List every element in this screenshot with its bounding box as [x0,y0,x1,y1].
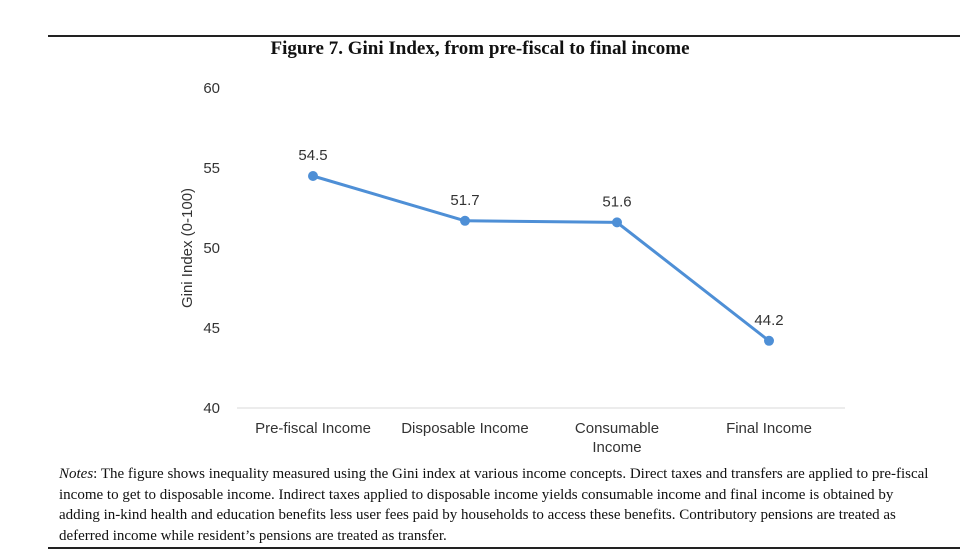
x-tick-label: Income [592,439,641,456]
data-point [308,171,318,181]
x-tick-label: Disposable Income [401,420,529,437]
figure-title: Figure 7. Gini Index, from pre-fiscal to… [270,38,690,59]
y-tick-label: 60 [203,80,220,97]
y-tick-label: 45 [203,320,220,337]
notes-text: : The figure shows inequality measured u… [59,466,929,544]
top-rule [48,35,960,37]
x-tick-label: Pre-fiscal Income [255,420,371,437]
x-tick-label: Consumable [575,420,659,437]
data-point [612,217,622,228]
data-point [764,335,774,346]
data-label: 44.2 [754,312,783,329]
data-point [460,215,470,226]
y-tick-label: 50 [203,240,220,257]
y-axis-label: Gini Index (0-100) [179,188,196,308]
y-tick-label: 40 [203,400,220,417]
series-line [312,174,770,342]
notes-label: Notes [59,466,94,482]
x-tick-label: Final Income [726,420,812,437]
data-label: 51.6 [602,193,631,210]
figure-notes: Notes: The figure shows inequality measu… [59,464,929,546]
data-label: 51.7 [450,192,479,209]
bottom-rule [48,547,960,549]
data-label: 54.5 [298,147,327,164]
gini-line-chart: 40 45 50 55 60 Gini Index (0-100) Pre-fiscal I… [179,80,845,456]
y-tick-label: 55 [203,160,220,177]
